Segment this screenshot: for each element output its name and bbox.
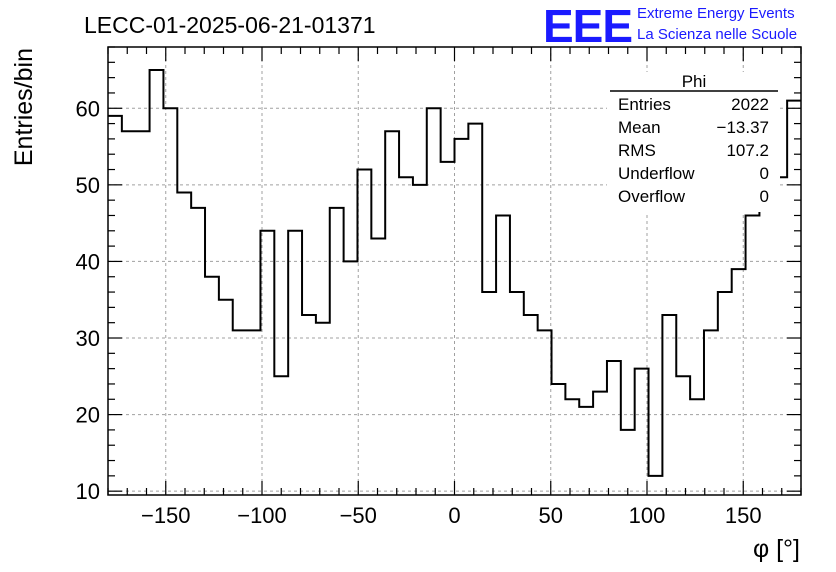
stats-row-label: Underflow	[618, 164, 695, 183]
x-tick-label: 50	[539, 503, 563, 528]
histogram-line	[108, 68, 801, 477]
stats-row-value: −13.37	[717, 118, 769, 137]
x-tick-label: 100	[629, 503, 666, 528]
stats-box-title: Phi	[682, 72, 707, 91]
logo-line-1: Extreme Energy Events	[637, 5, 795, 22]
stats-row-label: RMS	[618, 141, 656, 160]
y-tick-label: 30	[76, 326, 100, 351]
logo-eee: EEE	[543, 0, 632, 52]
x-axis-label: φ [°]	[753, 535, 800, 563]
chart-title: LECC-01-2025-06-21-01371	[84, 12, 376, 38]
stats-row-value: 0	[760, 187, 769, 206]
y-tick-label: 20	[76, 403, 100, 428]
x-tick-label: −100	[237, 503, 287, 528]
stats-row-value: 107.2	[726, 141, 769, 160]
x-tick-label: 0	[448, 503, 460, 528]
x-axis: −150 −100 −50 0 50 100 150	[107, 47, 802, 528]
logo-line-2: La Scienza nelle Scuole	[637, 26, 797, 43]
stats-row-label: Overflow	[618, 187, 686, 206]
y-axis-label: Entries/bin	[10, 48, 38, 166]
stats-row-label: Entries	[618, 95, 671, 114]
y-tick-label: 10	[76, 479, 100, 504]
y-axis: 10 20 30 40 50 60	[76, 46, 801, 504]
eee-logo: EEE Extreme Energy Events La Scienza nel…	[543, 0, 797, 52]
stats-row-label: Mean	[618, 118, 661, 137]
y-tick-label: 60	[76, 96, 100, 121]
stats-box-rows: Entries 2022 Mean −13.37 RMS 107.2 Underflow 0 O…	[618, 95, 769, 206]
x-tick-label: −150	[141, 503, 191, 528]
stats-row-value: 0	[760, 164, 769, 183]
y-tick-label: 50	[76, 173, 100, 198]
stats-box: Phi Entries 2022 Mean −13.37 RMS 107.2 Underfl…	[607, 72, 780, 212]
x-tick-label: 150	[725, 503, 762, 528]
y-tick-label: 40	[76, 249, 100, 274]
stats-row-value: 2022	[731, 95, 769, 114]
stats-box-background	[607, 72, 780, 212]
x-tick-label: −50	[340, 503, 377, 528]
